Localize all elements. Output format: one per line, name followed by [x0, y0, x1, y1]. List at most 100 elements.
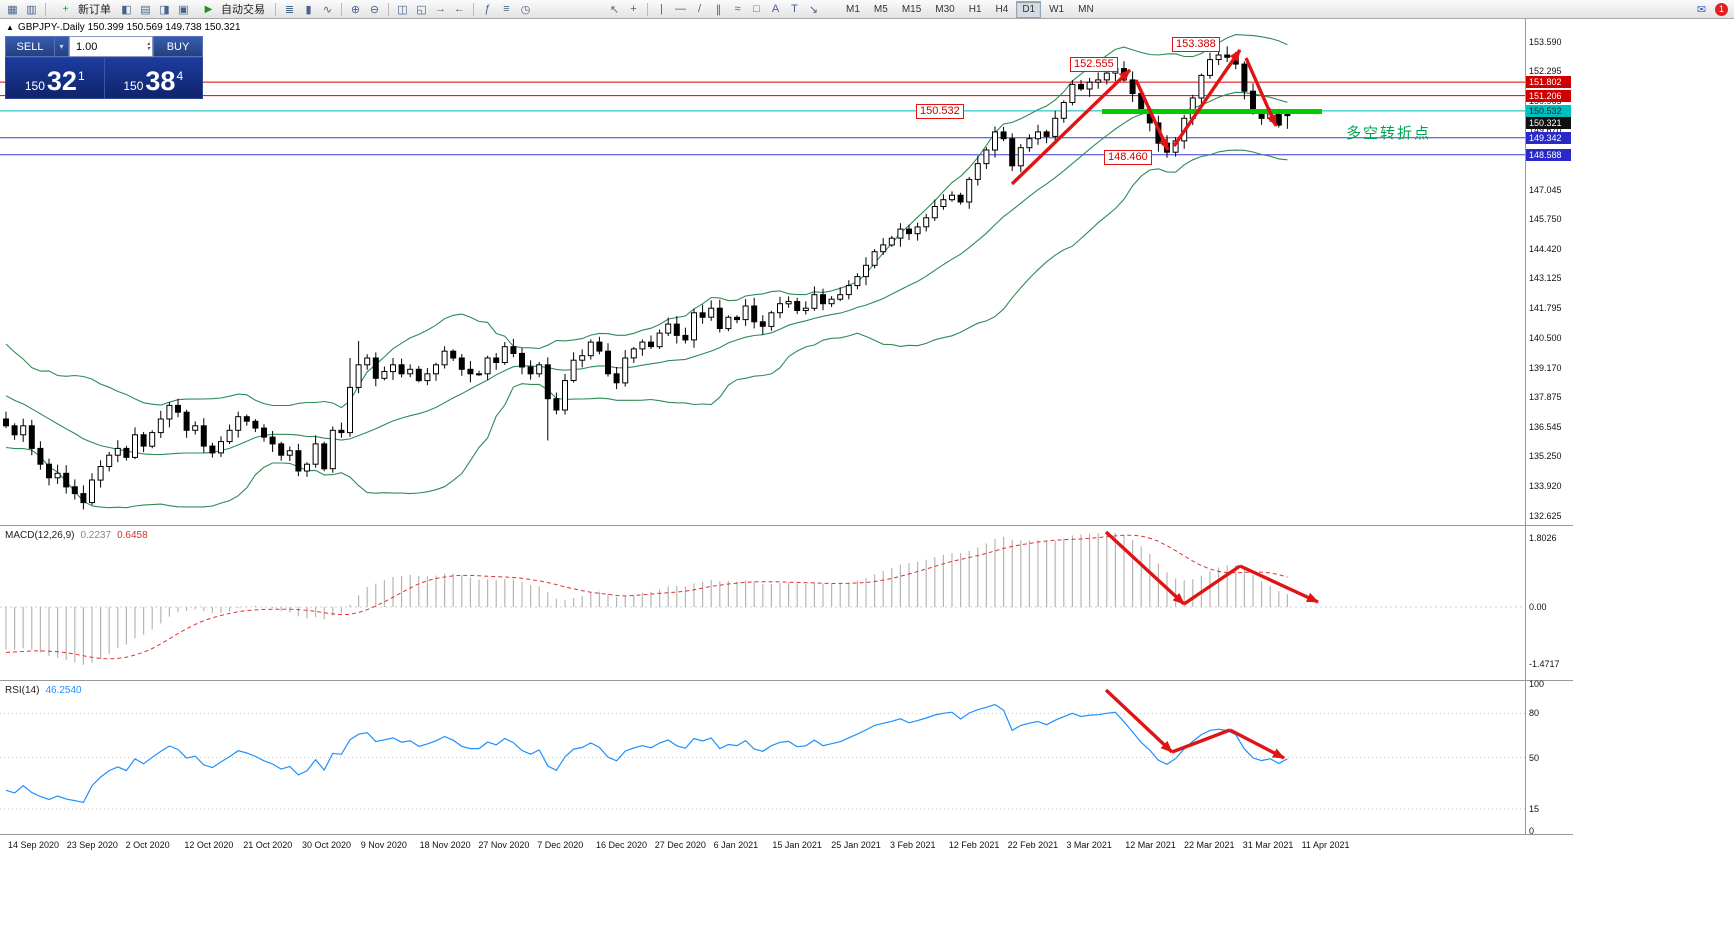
timeframe-d1[interactable]: D1	[1016, 0, 1042, 18]
trend-arrow-rsi[interactable]	[1104, 688, 1174, 754]
alarm-icon[interactable]: ◷	[520, 3, 531, 16]
vertical-line-icon[interactable]: |	[660, 3, 663, 15]
bar-chart-icon[interactable]: ≣	[284, 3, 295, 16]
rsi-label-text: RSI(14)	[5, 685, 40, 696]
toolbar-separator	[647, 2, 648, 16]
text-icon[interactable]: A	[771, 3, 780, 15]
price-annotation-label[interactable]: 148.460	[1104, 150, 1152, 165]
macd-axis-label: 1.8026	[1529, 532, 1557, 543]
indicators-icon[interactable]: ƒ	[484, 3, 491, 15]
trend-arrow-macd[interactable]	[1104, 530, 1186, 606]
cursor-icon[interactable]: ↖	[609, 3, 620, 16]
auto-trading-play-icon: ▶	[204, 3, 213, 15]
volume-input[interactable]: 1.00 ▴ ▾	[69, 36, 153, 57]
buy-button[interactable]: BUY	[153, 36, 203, 57]
tile-windows-icon[interactable]: ◫	[397, 3, 408, 16]
trend-arrow-main[interactable]	[1134, 79, 1170, 151]
date-label: 3 Mar 2021	[1066, 840, 1112, 850]
auto-trading-label: 自动交易	[221, 4, 265, 16]
date-label: 3 Feb 2021	[890, 840, 936, 850]
volume-value: 1.00	[76, 40, 98, 53]
zoom-out-icon[interactable]: ⊖	[369, 3, 380, 16]
trend-arrow-main[interactable]	[1010, 68, 1132, 186]
navigator-icon[interactable]: ◨	[159, 3, 170, 16]
bollinger-lower-band	[5, 149, 1288, 509]
cascade-windows-icon[interactable]: ◱	[416, 3, 427, 16]
fibonacci-icon[interactable]: ≈	[734, 3, 741, 15]
timeframe-m15[interactable]: M15	[901, 3, 922, 15]
timeframe-m5[interactable]: M5	[873, 3, 888, 15]
sell-price[interactable]: 150 32 1	[6, 58, 104, 98]
auto-scroll-icon[interactable]: →	[435, 3, 446, 15]
price-tick: 143.125	[1529, 273, 1562, 284]
price-tick: 136.545	[1529, 422, 1562, 433]
trend-arrow-main[interactable]	[1244, 57, 1278, 127]
toolbar-right-group: ✉ 1	[1692, 1, 1731, 18]
timeframe-w1[interactable]: W1	[1049, 3, 1065, 15]
price-tick: 139.170	[1529, 362, 1562, 373]
date-label: 22 Feb 2021	[1007, 840, 1059, 850]
trend-arrow-macd[interactable]	[1239, 564, 1319, 604]
sell-price-big: 32	[46, 66, 77, 96]
price-annotation-label[interactable]: 152.555	[1070, 57, 1118, 72]
data-window-icon[interactable]: ▤	[140, 3, 151, 16]
terminal-icon[interactable]: ▣	[178, 3, 189, 16]
channel-icon[interactable]: ∥	[715, 3, 722, 16]
date-label: 2 Oct 2020	[125, 840, 170, 850]
date-label: 21 Oct 2020	[243, 840, 293, 850]
trend-arrow-rsi[interactable]	[1229, 728, 1285, 760]
date-label: 11 Apr 2021	[1301, 840, 1350, 850]
trend-arrow-rsi[interactable]	[1171, 728, 1231, 754]
date-label: 25 Jan 2021	[831, 840, 881, 850]
mailbox-icon[interactable]: ✉	[1696, 3, 1707, 16]
timeframe-m30[interactable]: M30	[935, 3, 955, 15]
date-label: 9 Nov 2020	[360, 840, 407, 850]
annotation-note[interactable]: 多空转折点	[1346, 125, 1432, 142]
rsi-line	[5, 703, 1288, 804]
zoom-in-icon[interactable]: ⊕	[350, 3, 361, 16]
horizontal-line-icon[interactable]: —	[675, 3, 686, 15]
timeframe-h4[interactable]: H4	[995, 3, 1009, 15]
sell-button[interactable]: SELL	[5, 36, 55, 57]
timeframe-mn[interactable]: MN	[1078, 3, 1094, 15]
timeframe-h1[interactable]: H1	[968, 3, 982, 15]
price-annotation-label[interactable]: 150.532	[916, 104, 964, 119]
trendline-icon[interactable]: /	[697, 3, 702, 15]
price-marker: 151.206	[1526, 89, 1571, 102]
crosshair-icon[interactable]: +	[630, 3, 637, 15]
text-label-icon[interactable]: T	[791, 3, 798, 15]
price-tick: 135.250	[1529, 451, 1562, 462]
buy-price-main: 150	[123, 79, 144, 93]
market-watch-icon[interactable]: ◧	[121, 3, 132, 16]
shapes-icon[interactable]: □	[753, 3, 760, 15]
date-label: 27 Nov 2020	[478, 840, 530, 850]
collapse-panel-icon[interactable]: ▲	[6, 23, 14, 32]
volume-up-icon[interactable]: ▴	[146, 40, 150, 47]
date-label: 27 Dec 2020	[654, 840, 706, 850]
volume-down-icon[interactable]: ▾	[146, 45, 150, 52]
timeframe-m1[interactable]: M1	[846, 3, 860, 15]
date-label: 22 Mar 2021	[1184, 840, 1235, 850]
trade-panel-prices: 150 32 1 150 38 4	[5, 57, 203, 99]
rsi-value: 46.2540	[45, 685, 82, 696]
date-label: 12 Oct 2020	[184, 840, 234, 850]
price-annotation-label[interactable]: 153.388	[1172, 37, 1220, 52]
news-count-badge[interactable]: 1	[1715, 2, 1728, 16]
new-order-button[interactable]: + 新订单	[50, 1, 117, 18]
chart-shift-icon[interactable]: ←	[454, 3, 465, 15]
candles-layer	[3, 46, 1291, 510]
line-chart-icon[interactable]: ∿	[322, 3, 333, 16]
auto-trading-button[interactable]: ▶ 自动交易	[193, 1, 271, 18]
trend-arrow-macd[interactable]	[1183, 564, 1241, 606]
trend-arrow-main[interactable]	[1172, 49, 1242, 147]
buy-price[interactable]: 150 38 4	[103, 58, 203, 98]
volume-dropdown-button[interactable]: ▾	[55, 36, 69, 57]
date-label: 14 Sep 2020	[8, 840, 60, 850]
objects-list-icon[interactable]: ≡	[503, 3, 510, 15]
sell-price-sup: 1	[77, 69, 85, 83]
candlestick-chart-icon[interactable]: ▮	[305, 3, 312, 16]
new-chart-icon[interactable]: ▦	[7, 3, 18, 16]
profiles-icon[interactable]: ▥	[26, 3, 37, 16]
arrows-tool-icon[interactable]: ↘	[808, 3, 819, 16]
